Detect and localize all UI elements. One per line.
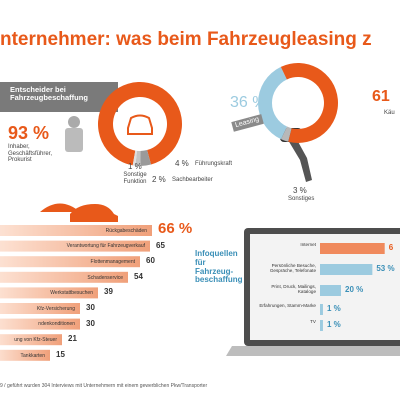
car-icon xyxy=(127,114,153,135)
bar xyxy=(320,285,341,296)
laptop-base xyxy=(226,346,400,356)
value-label: 1 % xyxy=(128,162,142,171)
heading-banner xyxy=(0,82,118,112)
value-label: 54 xyxy=(134,271,143,281)
person-icon xyxy=(65,128,83,152)
bar xyxy=(0,334,62,346)
pie-slice xyxy=(98,81,183,166)
value-label: 61 xyxy=(372,88,390,105)
category-label: Sachbearbeiter xyxy=(172,177,213,183)
chart-title: Entscheider bei Fahrzeugbeschaffung xyxy=(10,85,88,103)
pie-slice xyxy=(132,150,137,166)
value-label: 53 % xyxy=(376,264,395,273)
value-label: 65 xyxy=(156,240,165,250)
category-label: Verantwortung für Fahrzeugverkauf xyxy=(66,243,145,250)
bar xyxy=(0,287,98,299)
category-label: TV xyxy=(310,319,316,324)
value-label: 4 % xyxy=(175,159,189,168)
category-label: Tankkarten xyxy=(20,352,45,359)
category-label: Sonstige Funktion xyxy=(123,172,147,185)
category-label: ung von Kfz-Steuer xyxy=(14,336,57,343)
value-label: 20 % xyxy=(345,285,364,294)
category-label: Flottenmanagement xyxy=(90,258,135,265)
value-label: 21 xyxy=(68,334,77,344)
pie-slice xyxy=(258,66,288,140)
category-label: Internet xyxy=(300,242,316,247)
title: nternehmer: was beim Fahrzeugleasing z xyxy=(0,29,372,50)
value-label: 2 % xyxy=(152,175,166,184)
category-label: Print, Druck, Mailings, Kataloge xyxy=(271,284,316,295)
value-label: 3 % xyxy=(293,186,307,195)
bar xyxy=(0,303,80,314)
category-label: Kfz-Versicherung xyxy=(36,305,75,312)
value-label: 36 % xyxy=(230,94,267,111)
pie-slice xyxy=(135,150,141,167)
value-label: 30 xyxy=(86,303,95,312)
value-label: 39 xyxy=(104,287,113,297)
category-label: Inhaber, Geschäftsführer, Prokurist xyxy=(8,144,53,164)
category-label: Werkstattbesuchen xyxy=(50,290,93,297)
value-label: 1 % xyxy=(326,320,341,329)
bar xyxy=(0,349,50,361)
key-icon xyxy=(288,138,312,182)
bar xyxy=(320,320,323,331)
bar xyxy=(0,225,152,236)
category-label: Erfahrungen, Stamm-Marke xyxy=(259,303,316,308)
bar xyxy=(320,243,385,254)
chart-title: Infoquellen für Fahrzeug-beschaffung xyxy=(195,249,243,285)
bar xyxy=(0,318,80,330)
value-label: 93 % xyxy=(8,123,50,143)
car-icon xyxy=(70,204,118,222)
bar xyxy=(0,256,140,268)
value-label: 1 % xyxy=(326,304,341,313)
bar xyxy=(0,240,150,252)
umbrella-icon xyxy=(40,203,80,212)
bar xyxy=(320,264,373,275)
category-label: Rückgabeschäden xyxy=(105,227,147,234)
category-label: Persönliche Besuche, Gespräche, Telefona… xyxy=(269,263,316,274)
bar xyxy=(320,304,323,315)
footer: 9 / geführt wurden 304 Interviews mit Un… xyxy=(0,383,208,389)
pie-slice xyxy=(280,63,339,144)
value-label: 15 xyxy=(56,349,65,359)
category-label: ndenkonditionen xyxy=(38,321,75,328)
bar xyxy=(0,271,128,283)
person-icon xyxy=(68,116,80,128)
value-label: 6 xyxy=(388,243,394,252)
value-label: 60 xyxy=(146,256,155,266)
pie-slice xyxy=(140,150,152,166)
value-label: 66 % xyxy=(158,220,193,237)
category-label: Sonstiges xyxy=(288,196,315,202)
value-label: 30 xyxy=(86,318,95,328)
category-label: Käu xyxy=(384,110,395,116)
category-label: Schadenservice xyxy=(87,274,123,281)
category-label: Führungskraft xyxy=(195,161,233,167)
pie-slice xyxy=(281,126,292,142)
